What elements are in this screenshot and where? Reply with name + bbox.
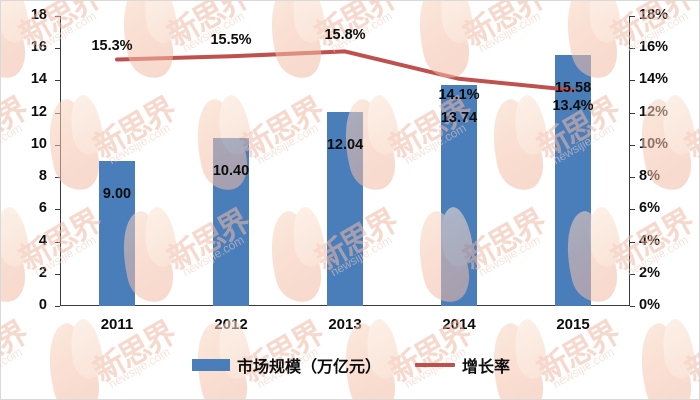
y-axis-right-label: 0% xyxy=(639,297,660,313)
y-axis-left-label: 4 xyxy=(38,232,47,249)
y-axis-right-tick xyxy=(630,273,635,275)
watermark-flame-icon xyxy=(1,1,32,46)
y-axis-left-tick xyxy=(55,177,60,179)
y-axis-right-tick xyxy=(630,144,635,146)
bar-value-label: 13.74 xyxy=(440,109,478,126)
y-axis-right-label: 2% xyxy=(639,264,660,281)
y-axis-left-tick xyxy=(55,144,60,146)
watermark-flame-icon xyxy=(1,1,32,84)
y-axis-left-label: 14 xyxy=(30,71,47,88)
y-axis-right-label: 10% xyxy=(639,135,669,152)
legend-bar-swatch-icon xyxy=(191,359,230,371)
y-axis-right-tick xyxy=(630,241,635,243)
x-axis-category-label: 2012 xyxy=(214,316,248,333)
line-value-label: 13.4% xyxy=(552,98,594,115)
y-axis-right-tick xyxy=(630,209,635,211)
watermark-flame-icon xyxy=(1,206,32,308)
y-axis-left-label: 16 xyxy=(30,39,47,56)
legend-item-growth-rate[interactable]: 增长率 xyxy=(415,353,510,377)
legend-label-growth-rate: 增长率 xyxy=(462,357,511,376)
y-axis-right-tick xyxy=(630,306,635,307)
y-axis-right-label: 18% xyxy=(639,7,669,23)
y-axis-right-label: 6% xyxy=(639,200,660,217)
bar-value-label: 10.40 xyxy=(212,163,250,180)
y-axis-left-tick xyxy=(55,306,60,307)
y-axis-left-label: 12 xyxy=(30,103,47,120)
bar-2011[interactable] xyxy=(99,161,135,306)
line-value-label: 15.3% xyxy=(91,37,133,54)
watermark-url-text: newsijie.com xyxy=(698,121,699,167)
y-axis-left-tick xyxy=(55,241,60,243)
watermark-url-text: newsijie.com xyxy=(1,120,25,168)
watermark-flame-icon xyxy=(1,204,32,270)
line-value-label: 15.8% xyxy=(324,27,366,44)
legend-line-swatch-icon xyxy=(415,363,455,367)
y-axis-right-label: 4% xyxy=(639,232,660,249)
y-axis-left-label: 6 xyxy=(38,200,47,217)
y-axis-right-tick xyxy=(630,177,635,179)
y-axis-right-tick xyxy=(630,16,635,17)
y-axis-left-label: 8 xyxy=(38,168,47,185)
y-axis-right-tick xyxy=(630,112,635,114)
y-axis-left-tick xyxy=(55,273,60,275)
x-axis-category-label: 2011 xyxy=(100,316,134,333)
line-value-label: 14.1% xyxy=(438,86,480,103)
y-axis-right-label: 14% xyxy=(639,71,669,88)
bar-value-label: 9.00 xyxy=(102,186,132,202)
watermark-brand-text: 新思界 xyxy=(1,91,33,166)
y-axis-right-label: 8% xyxy=(639,168,660,185)
x-axis-category-label: 2013 xyxy=(328,316,362,333)
watermark-brand-text: 新思界 xyxy=(679,91,699,166)
y-axis-right-label: 12% xyxy=(639,103,669,120)
y-axis-left-tick xyxy=(55,16,60,17)
watermark-brand-text: 新思界 xyxy=(1,315,33,390)
y-axis-left-label: 2 xyxy=(38,264,47,281)
y-axis-right-tick xyxy=(630,48,635,50)
y-axis-left-tick xyxy=(55,209,60,211)
y-axis-left-label: 18 xyxy=(30,7,47,23)
y-axis-left-tick xyxy=(55,80,60,82)
legend-label-market-size: 市场规模（万亿元） xyxy=(236,357,381,376)
line-value-label: 15.5% xyxy=(210,32,252,49)
y-axis-left-label: 0 xyxy=(38,297,47,313)
legend-item-market-size[interactable]: 市场规模（万亿元） xyxy=(191,353,381,377)
watermark-brand-text: 新思界 xyxy=(679,315,699,390)
bar-value-label: 15.58 xyxy=(554,80,592,96)
y-axis-right-tick xyxy=(630,80,635,82)
y-axis-left-tick xyxy=(55,112,60,114)
bar-value-label: 12.04 xyxy=(326,137,364,153)
chart-legend: 市场规模（万亿元） 增长率 xyxy=(1,353,699,377)
x-axis-category-label: 2014 xyxy=(442,316,476,333)
x-axis-category-label: 2015 xyxy=(556,316,590,333)
y-axis-left-label: 10 xyxy=(30,135,47,152)
y-axis-left-tick xyxy=(55,48,60,50)
y-axis-right-label: 16% xyxy=(639,39,669,56)
